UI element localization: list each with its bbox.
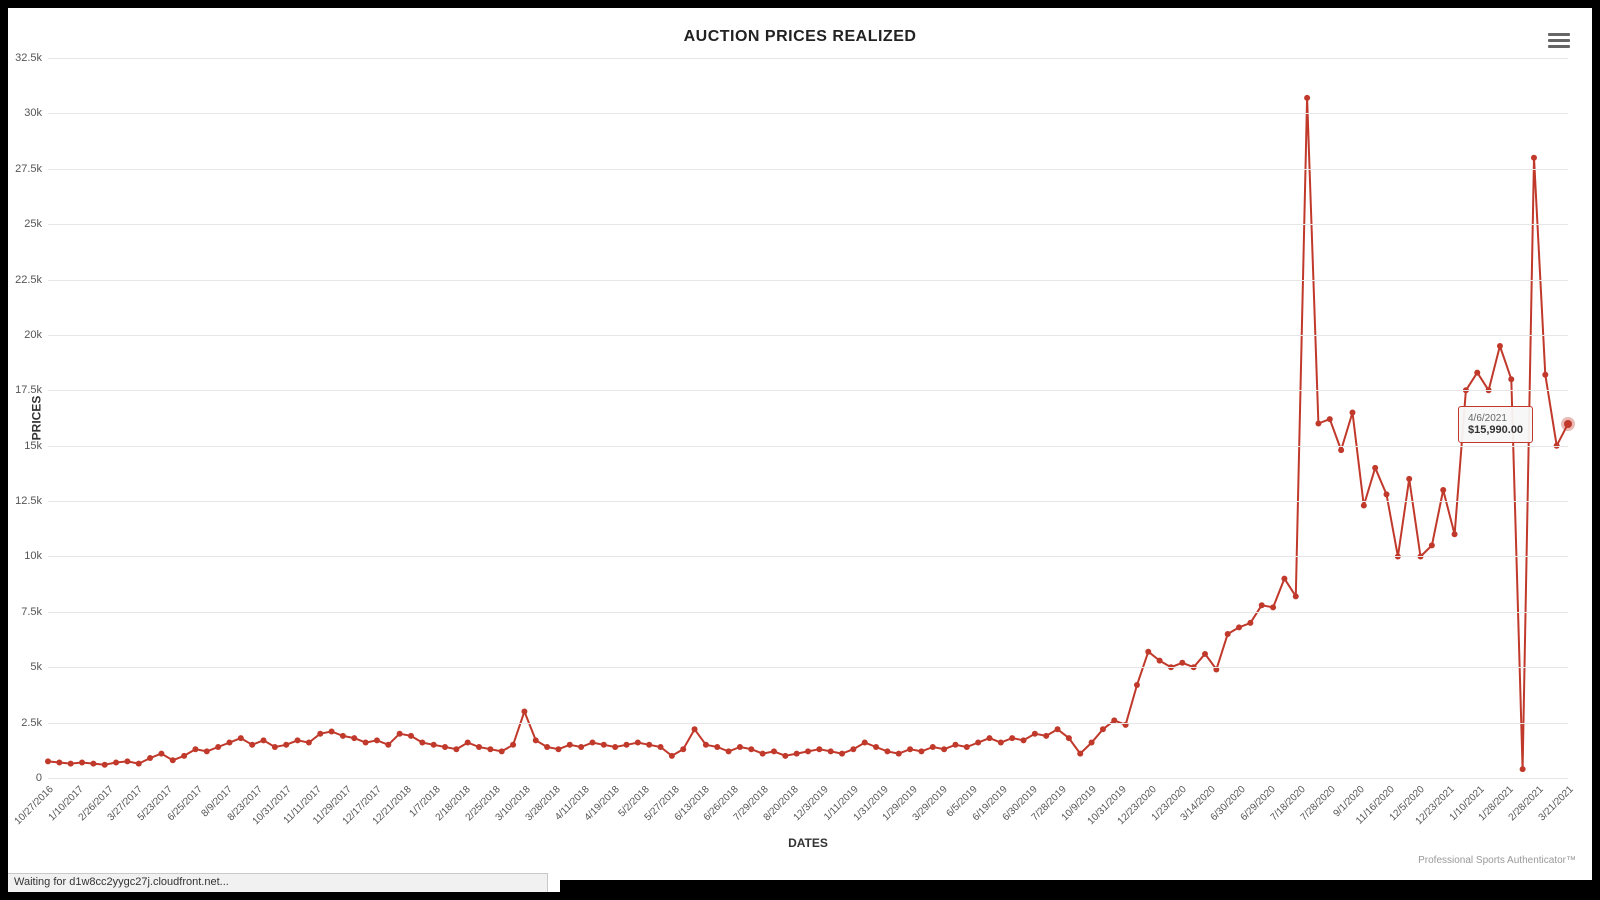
- tooltip-value: $15,990.00: [1468, 424, 1523, 436]
- x-axis-title: DATES: [48, 836, 1568, 850]
- y-tick-label: 0: [36, 772, 42, 784]
- bottom-bar: [560, 880, 1592, 892]
- chart-plot-area[interactable]: PRICES DATES 02.5k5k7.5k10k12.5k15k17.5k…: [48, 58, 1568, 778]
- y-tick-label: 2.5k: [21, 717, 42, 729]
- x-tick-label: 10/27/2016: [13, 784, 56, 827]
- chart-menu-icon[interactable]: [1548, 30, 1570, 48]
- gridline: [48, 280, 1568, 281]
- y-tick-label: 17.5k: [15, 384, 42, 396]
- y-tick-label: 20k: [24, 329, 42, 341]
- active-point-marker: [1561, 417, 1575, 431]
- gridline: [48, 501, 1568, 502]
- chart-credit: Professional Sports Authenticator™: [1418, 855, 1576, 866]
- y-tick-label: 30k: [24, 107, 42, 119]
- y-tick-label: 10k: [24, 550, 42, 562]
- line-series: [48, 58, 1568, 778]
- y-axis-title: PRICES: [29, 396, 43, 441]
- y-tick-label: 12.5k: [15, 495, 42, 507]
- gridline: [48, 612, 1568, 613]
- y-tick-label: 32.5k: [15, 52, 42, 64]
- tooltip: 4/6/2021$15,990.00: [1458, 406, 1533, 443]
- gridline: [48, 667, 1568, 668]
- gridline: [48, 778, 1568, 779]
- y-tick-label: 25k: [24, 218, 42, 230]
- gridline: [48, 224, 1568, 225]
- gridline: [48, 169, 1568, 170]
- gridline: [48, 113, 1568, 114]
- gridline: [48, 390, 1568, 391]
- gridline: [48, 446, 1568, 447]
- gridline: [48, 723, 1568, 724]
- y-tick-label: 7.5k: [21, 606, 42, 618]
- browser-status-bar: Waiting for d1w8cc2yygc27j.cloudfront.ne…: [8, 873, 548, 892]
- gridline: [48, 556, 1568, 557]
- gridline: [48, 58, 1568, 59]
- tooltip-date: 4/6/2021: [1468, 413, 1523, 424]
- y-tick-label: 15k: [24, 440, 42, 452]
- y-tick-label: 5k: [30, 661, 42, 673]
- chart-title: AUCTION PRICES REALIZED: [8, 28, 1592, 46]
- gridline: [48, 335, 1568, 336]
- y-tick-label: 27.5k: [15, 163, 42, 175]
- y-tick-label: 22.5k: [15, 274, 42, 286]
